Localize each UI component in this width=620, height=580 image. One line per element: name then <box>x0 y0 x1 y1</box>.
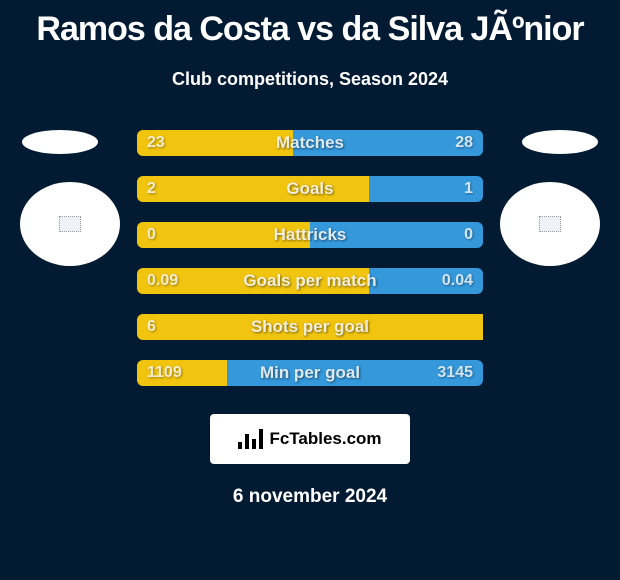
stat-row: 11093145Min per goal <box>137 360 483 386</box>
stat-row: 6Shots per goal <box>137 314 483 340</box>
metric-label: Hattricks <box>137 222 483 248</box>
stat-bars: 2328Matches 21Goals 00Hattricks 0.090.04Goa… <box>137 130 483 386</box>
left-team-flag <box>22 130 98 154</box>
metric-label: Shots per goal <box>137 314 483 340</box>
bars-icon <box>238 429 263 449</box>
stat-row: 0.090.04Goals per match <box>137 268 483 294</box>
metric-label: Goals per match <box>137 268 483 294</box>
stat-row: 00Hattricks <box>137 222 483 248</box>
right-player-avatar <box>500 182 600 266</box>
left-player-avatar <box>20 182 120 266</box>
fctables-logo: FcTables.com <box>210 414 410 464</box>
placeholder-icon <box>539 216 561 232</box>
metric-label: Matches <box>137 130 483 156</box>
right-team-flag <box>522 130 598 154</box>
page-title: Ramos da Costa vs da Silva JÃºnior <box>0 0 620 49</box>
stat-row: 21Goals <box>137 176 483 202</box>
stat-row: 2328Matches <box>137 130 483 156</box>
metric-label: Min per goal <box>137 360 483 386</box>
page-subtitle: Club competitions, Season 2024 <box>0 69 620 90</box>
metric-label: Goals <box>137 176 483 202</box>
logo-text: FcTables.com <box>269 429 381 449</box>
date-label: 6 november 2024 <box>0 486 620 508</box>
comparison-chart: 2328Matches 21Goals 00Hattricks 0.090.04Goa… <box>0 130 620 386</box>
placeholder-icon <box>59 216 81 232</box>
